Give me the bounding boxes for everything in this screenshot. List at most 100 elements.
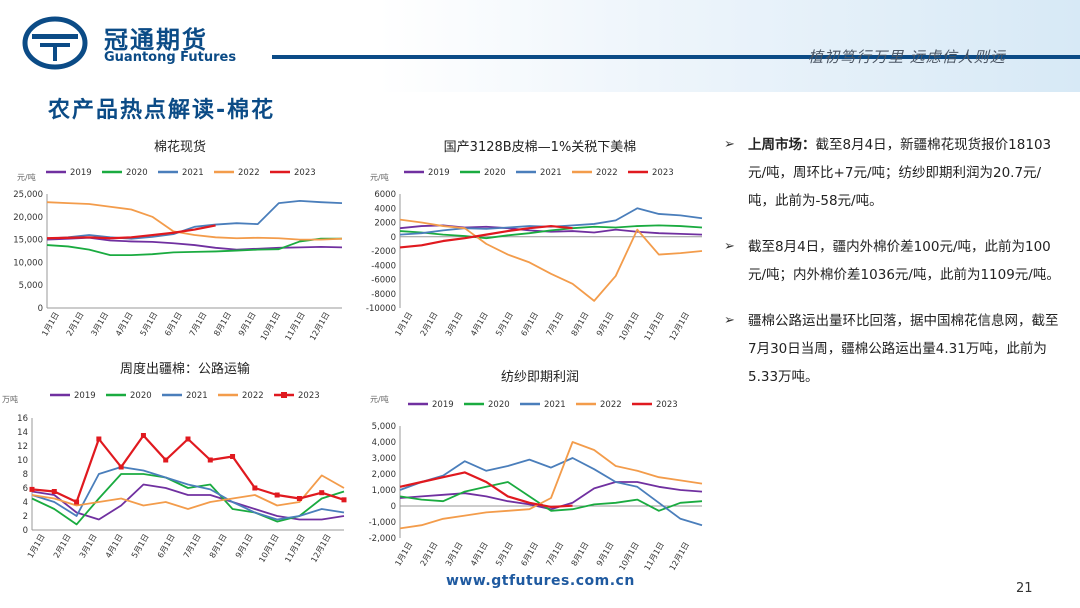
x-tick-label: 6月1日 (156, 533, 177, 560)
footer-url[interactable]: www.gtfutures.com.cn (446, 573, 635, 589)
legend-label: 2022 (238, 168, 260, 178)
x-tick-label: 8月1日 (212, 311, 233, 338)
x-tick-label: 9月1日 (237, 311, 258, 338)
y-tick-label: 0 (391, 233, 396, 243)
chart-domestic-us-spread: 元/吨 2019 2020 2021 2022 2023 6000 4000 2000 0 -200… (366, 168, 703, 343)
x-tick-label: 3月1日 (78, 533, 99, 560)
y-tick-label: -2,000 (369, 534, 396, 544)
page-number: 21 (1016, 581, 1033, 596)
x-tick-label: 9月1日 (595, 311, 616, 338)
chart-title-spot: 棉花现货 (153, 140, 206, 155)
y-tick-label: 5,000 (372, 422, 396, 432)
legend-label: 2019 (70, 168, 92, 178)
x-tick-label: 1月1日 (26, 533, 47, 560)
chart-title-shipping: 周度出疆棉：公路运输 (119, 362, 250, 377)
x-tick-label: 7月1日 (544, 541, 565, 568)
series-line-2020 (399, 224, 703, 240)
x-tick-label: 9月1日 (234, 533, 255, 560)
x-tick-label: 10月1日 (257, 533, 280, 565)
legend-label: 2023 (294, 168, 316, 178)
legend-label: 2020 (484, 168, 506, 178)
y-tick-label: 2,000 (372, 470, 396, 480)
legend-label: 2021 (544, 400, 566, 410)
slogan: 植初笃行万里 远虑信人则远 (808, 48, 1006, 66)
y-tick-label: 1,000 (372, 486, 396, 496)
legend-label: 2020 (130, 391, 152, 401)
x-tick-label: 5月1日 (138, 311, 159, 338)
x-tick-label: 11月1日 (283, 311, 306, 343)
y-tick-label: 4,000 (372, 438, 396, 448)
legend-label: 2021 (186, 391, 208, 401)
y-tick-label: -10000 (366, 304, 396, 314)
arrow-bullet-icon: ➢ (724, 239, 735, 254)
chart-title-spread: 国产3128B皮棉—1%关税下美棉 (443, 140, 637, 155)
x-tick-label: 6月1日 (519, 311, 540, 338)
point-2023 (319, 490, 325, 496)
legend-label: 2022 (242, 391, 264, 401)
series-line-2021 (46, 199, 343, 240)
x-tick-label: 11月1日 (643, 311, 666, 343)
point-2023 (341, 497, 347, 503)
unit-label: 元/吨 (17, 172, 36, 182)
x-tick-label: 12月1日 (309, 533, 332, 565)
x-tick-label: 8月1日 (208, 533, 229, 560)
x-tick-label: 2月1日 (419, 541, 440, 568)
point-2023 (163, 457, 169, 463)
x-tick-label: 11月1日 (643, 541, 666, 573)
bullet-1-text: 截至8月4日，新疆棉花现货报价18103元/吨，周环比+7元/吨；纺纱即期利润为… (748, 137, 1052, 209)
y-tick-label: 3,000 (372, 454, 396, 464)
arrow-bullet-icon: ➢ (724, 313, 735, 328)
brand-name-en: Guantong Futures (104, 50, 237, 65)
legend-label: 2022 (600, 400, 622, 410)
legend-label: 2021 (182, 168, 204, 178)
legend-label: 2019 (74, 391, 96, 401)
bullet-2-text: 截至8月4日，疆内外棉价差100元/吨，此前为100元/吨；内外棉价差1036元… (748, 239, 1060, 283)
y-tick-label: 4 (23, 498, 28, 508)
y-tick-label: -6000 (371, 276, 396, 286)
bullet-3-text: 疆棉公路运出量环比回落，据中国棉花信息网，截至7月30日当周，疆棉公路运出量4.… (748, 313, 1059, 385)
y-tick-label: 20,000 (13, 213, 43, 223)
y-tick-label: 10 (17, 456, 28, 466)
guantong-logo-icon (22, 16, 88, 70)
y-tick-label: 4000 (374, 204, 396, 214)
legend-marker (281, 392, 287, 398)
y-tick-label: 2000 (374, 219, 396, 229)
legend-label: 2019 (428, 168, 450, 178)
x-tick-label: 3月1日 (444, 541, 465, 568)
series-line-2021 (31, 466, 345, 521)
header-divider (272, 55, 1080, 59)
bullet-1: ➢ 上周市场：截至8月4日，新疆棉花现货报价18103元/吨，周环比+7元/吨；… (724, 131, 1060, 215)
commentary: ➢ 上周市场：截至8月4日，新疆棉花现货报价18103元/吨，周环比+7元/吨；… (724, 131, 1060, 409)
brand-name-cn: 冠通期货 (104, 26, 208, 54)
point-2023 (230, 454, 236, 459)
chart-title-profit: 纺纱即期利润 (500, 370, 579, 385)
series-line-2019 (399, 481, 703, 511)
series-line-2021 (399, 457, 703, 527)
y-tick-label: 16 (17, 414, 28, 424)
series-line-2023 (399, 471, 573, 509)
point-2023 (74, 499, 80, 505)
y-tick-label: 6 (23, 484, 28, 494)
page-title: 农产品热点解读-棉花 (48, 98, 276, 123)
series-line-2022 (46, 201, 343, 241)
legend-label: 2020 (126, 168, 148, 178)
x-tick-label: 1月1日 (393, 311, 414, 338)
x-tick-label: 8月1日 (570, 311, 591, 338)
point-2023 (252, 485, 258, 491)
point-2023 (274, 492, 280, 498)
y-tick-label: -4000 (371, 261, 396, 271)
legend-label: 2023 (298, 391, 320, 401)
bullet-1-head: 上周市场： (748, 137, 816, 153)
x-tick-label: 12月1日 (668, 541, 691, 573)
series-line-2020 (399, 481, 703, 512)
y-tick-label: 6000 (374, 190, 396, 200)
x-tick-label: 12月1日 (668, 311, 691, 343)
chart-spinning-profit: 元/吨 2019 2020 2021 2022 2023 5,000 4,000 3,000 2,… (369, 394, 703, 573)
legend-label: 2023 (656, 400, 678, 410)
y-tick-label: -1,000 (369, 518, 396, 528)
point-2023 (185, 436, 191, 442)
unit-label: 元/吨 (370, 394, 389, 404)
y-tick-label: 10,000 (13, 258, 43, 268)
y-tick-label: 12 (17, 442, 28, 452)
